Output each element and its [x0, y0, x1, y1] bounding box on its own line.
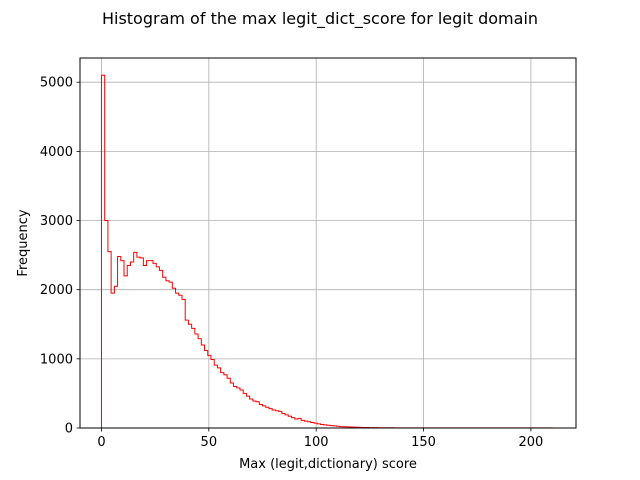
y-axis-label: Frequency — [16, 209, 31, 276]
y-tick-label: 5000 — [40, 76, 73, 91]
x-tick-label: 150 — [411, 435, 436, 450]
x-tick-label: 100 — [304, 435, 329, 450]
y-tick-label: 3000 — [40, 214, 73, 229]
y-tick-label: 2000 — [40, 283, 73, 298]
y-tick-label: 4000 — [40, 145, 73, 160]
plot-frame — [79, 57, 577, 429]
x-tick-label: 0 — [97, 435, 105, 450]
x-axis-ticks: 0 50 100 150 200 — [97, 428, 543, 450]
x-axis-label: Max (legit,dictionary) score — [239, 457, 417, 472]
grid — [80, 58, 576, 429]
y-tick-label: 1000 — [40, 352, 73, 367]
y-tick-label: 0 — [65, 422, 73, 437]
histogram-step-line — [100, 74, 553, 429]
x-tick-label: 50 — [201, 435, 218, 450]
chart-title: Histogram of the max legit_dict_score fo… — [102, 9, 538, 29]
x-tick-label: 200 — [518, 435, 543, 450]
y-axis-ticks: 0 1000 2000 3000 4000 5000 — [40, 76, 80, 437]
